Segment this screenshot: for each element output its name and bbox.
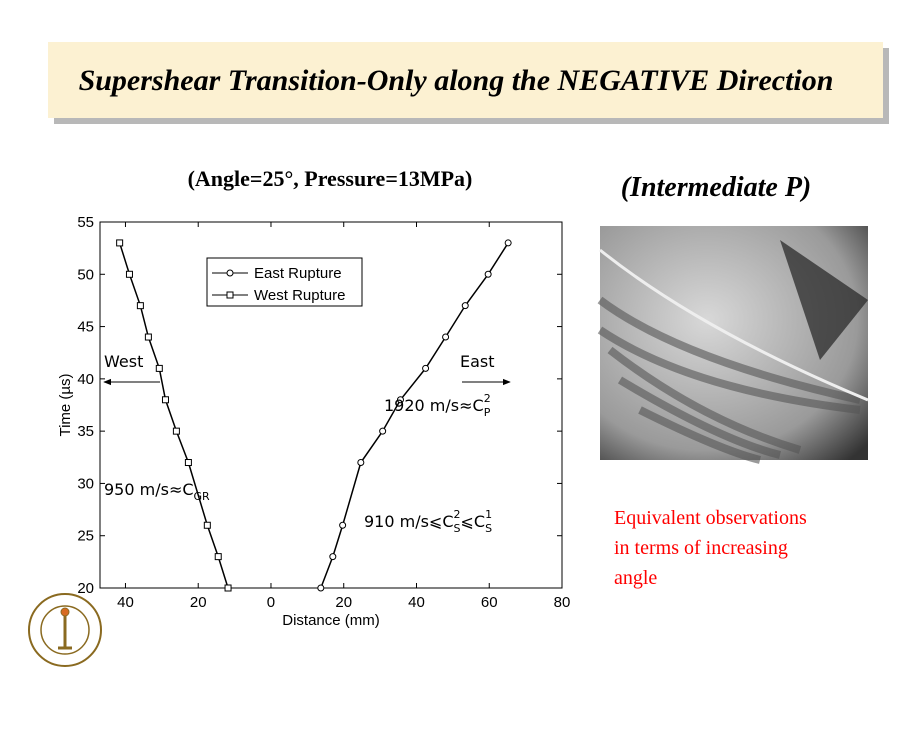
logo (28, 593, 102, 667)
marker (184, 459, 192, 467)
legend-marker (226, 269, 234, 277)
annotation: East (460, 352, 495, 371)
marker (504, 239, 512, 247)
x-tick-label: 80 (554, 594, 571, 611)
marker (161, 396, 169, 404)
marker (422, 364, 430, 372)
note-line: in terms of increasing (614, 537, 788, 559)
chart-title: (Angle=25°, Pressure=13MPa) (188, 166, 473, 191)
image-caption: (Intermediate P) (621, 172, 812, 203)
y-tick-label: 50 (77, 266, 94, 283)
marker (203, 521, 211, 529)
x-tick-label: 20 (335, 594, 352, 611)
annotation-sup: 1 (485, 508, 492, 521)
marker (317, 584, 325, 592)
marker (172, 427, 180, 435)
note-line: Equivalent observations (614, 507, 807, 529)
marker (357, 459, 365, 467)
marker (461, 302, 469, 310)
note: Equivalent observations in terms of incr… (614, 507, 812, 589)
annotation-sup: 2 (484, 392, 491, 405)
annotation: ⩽C (461, 512, 486, 531)
x-axis-label: Distance (mm) (282, 612, 380, 629)
marker (136, 302, 144, 310)
y-tick-label: 25 (77, 528, 94, 545)
y-tick-label: 30 (77, 475, 94, 492)
legend-label: East Rupture (254, 265, 342, 282)
plot-frame (99, 221, 563, 589)
marker (125, 270, 133, 278)
x-tick-label: 40 (408, 594, 425, 611)
note-line: angle (614, 567, 657, 589)
marker (155, 364, 163, 372)
annotation-sup: 2 (454, 508, 461, 521)
marker (214, 553, 222, 561)
y-tick-label: 35 (77, 423, 94, 440)
title-box (48, 42, 883, 118)
annotation: 950 m/s≈C (104, 480, 194, 499)
marker (224, 584, 232, 592)
photo (597, 226, 869, 464)
annotation-sub: P (484, 406, 491, 419)
series: West Rupture (116, 239, 345, 592)
annotation-sub: GR (194, 490, 211, 503)
y-tick-label: 40 (77, 371, 94, 388)
x-tick-label: 40 (117, 594, 134, 611)
marker (144, 333, 152, 341)
marker (484, 270, 492, 278)
marker (329, 553, 337, 561)
series: East Rupture (212, 239, 512, 592)
x-tick-label: 20 (190, 594, 207, 611)
x-tick-label: 60 (481, 594, 498, 611)
annotation: 1920 m/s≈C (384, 396, 484, 415)
marker (396, 396, 404, 404)
y-tick-label: 45 (77, 319, 94, 336)
marker (379, 427, 387, 435)
slide-title: Supershear Transition-Only along the NEG… (79, 64, 834, 97)
annotation-sub: S (485, 522, 492, 535)
annotation: West (104, 352, 143, 371)
x-tick-label: 0 (267, 594, 275, 611)
annotation: 910 m/s⩽C (364, 512, 454, 531)
legend-marker (226, 291, 234, 299)
y-axis-label: Time (µs) (57, 373, 74, 436)
marker (339, 521, 347, 529)
annotation-sub: S (454, 522, 461, 535)
y-tick-label: 20 (77, 580, 94, 597)
marker (442, 333, 450, 341)
y-tick-label: 55 (77, 214, 94, 231)
marker (116, 239, 124, 247)
legend-label: West Rupture (254, 287, 345, 304)
